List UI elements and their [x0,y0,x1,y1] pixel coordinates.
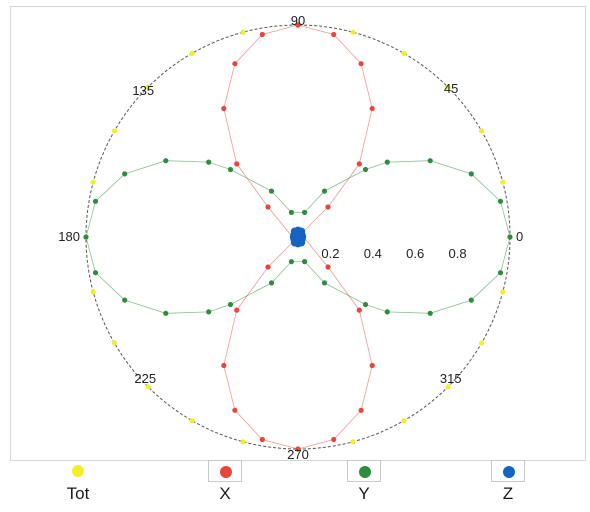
data-point-tot-14 [111,340,117,346]
data-point-tot-1 [500,179,506,185]
data-point-tot-3 [445,84,451,90]
series-line-x [223,24,373,450]
data-point-y-14 [92,198,99,204]
data-point-x-4 [358,61,364,67]
data-point-y-18 [163,310,169,316]
data-point-y-16 [92,270,99,276]
data-point-y-22 [288,259,294,265]
data-point-y-1 [497,198,504,204]
data-point-x-15 [221,362,227,369]
data-point-y-12 [163,158,169,164]
data-point-x-9 [221,105,227,112]
data-point-y-6 [321,188,328,194]
data-point-y-5 [362,166,369,173]
angle-tick-label-90: 90 [291,13,305,28]
data-point-y-29 [497,270,504,276]
radial-tick-label-0.4: 0.4 [364,246,382,261]
data-point-x-17 [259,436,265,443]
series-z [289,226,307,248]
data-point-tot-13 [90,289,96,295]
data-point-x-8 [232,61,238,67]
angle-tick-label-135: 135 [132,83,154,98]
data-point-x-2 [356,161,362,167]
data-point-y-19 [206,309,212,315]
data-point-y-7 [302,209,308,215]
data-point-y-13 [122,171,128,177]
data-point-tot-15 [145,384,151,390]
data-point-x-19 [331,436,337,443]
series-line-y [85,160,511,314]
data-point-x-14 [234,307,240,313]
data-point-tot-5 [350,29,356,35]
data-point-y-3 [427,158,433,164]
angle-tick-label-225: 225 [134,371,156,386]
angle-tick-label-45: 45 [444,81,458,96]
data-point-x-1 [325,204,331,210]
data-point-z-11 [297,235,306,244]
data-point-tot-17 [240,439,246,445]
angle-tick-label-270: 270 [287,447,309,462]
data-point-x-13 [265,264,271,270]
data-point-tot-8 [189,50,195,57]
data-point-x-10 [234,161,240,167]
data-point-x-5 [331,31,337,38]
data-point-x-11 [265,204,271,210]
data-point-tot-19 [350,439,356,445]
data-point-y-11 [206,159,212,165]
data-point-tot-4 [401,50,407,57]
data-point-y-28 [468,297,474,303]
data-point-x-3 [369,105,375,112]
data-point-y-27 [427,310,433,316]
data-point-y-21 [268,280,275,286]
data-point-tot-16 [189,418,195,424]
data-point-y-2 [468,171,474,177]
data-point-x-16 [232,407,238,413]
series-y [83,158,513,316]
data-point-y-20 [227,301,234,308]
data-point-tot-20 [401,418,407,424]
data-point-tot-11 [90,179,96,185]
data-point-y-17 [122,297,128,303]
data-point-y-25 [362,301,369,308]
data-point-x-7 [259,31,265,38]
data-point-tot-23 [500,289,506,295]
data-point-x-21 [369,362,375,369]
data-point-y-15 [83,234,89,240]
data-point-y-10 [227,166,234,173]
data-point-x-23 [325,264,331,270]
radial-tick-label-0.8: 0.8 [449,246,467,261]
data-point-tot-21 [445,384,451,390]
data-point-y-0 [507,234,513,240]
data-point-x-22 [356,307,362,313]
angle-tick-label-315: 315 [440,371,462,386]
data-point-y-23 [302,259,308,265]
data-point-x-20 [358,407,364,413]
angle-tick-label-180: 180 [58,229,80,244]
series-tot [83,22,513,452]
data-point-tot-10 [111,128,117,134]
data-point-y-24 [321,280,328,286]
data-point-x-6 [295,22,301,28]
data-point-y-9 [268,188,275,194]
data-point-y-4 [384,159,390,165]
data-point-tot-7 [240,29,246,35]
series-x [221,22,375,452]
data-point-x-18 [295,446,301,452]
radial-tick-label-0.2: 0.2 [321,246,339,261]
data-point-tot-9 [145,84,151,90]
data-point-tot-2 [479,128,485,134]
data-point-y-26 [384,309,390,315]
radial-tick-label-0.6: 0.6 [406,246,424,261]
data-point-y-8 [288,209,294,215]
data-point-tot-22 [479,340,485,346]
angle-tick-label-0: 0 [516,229,523,244]
